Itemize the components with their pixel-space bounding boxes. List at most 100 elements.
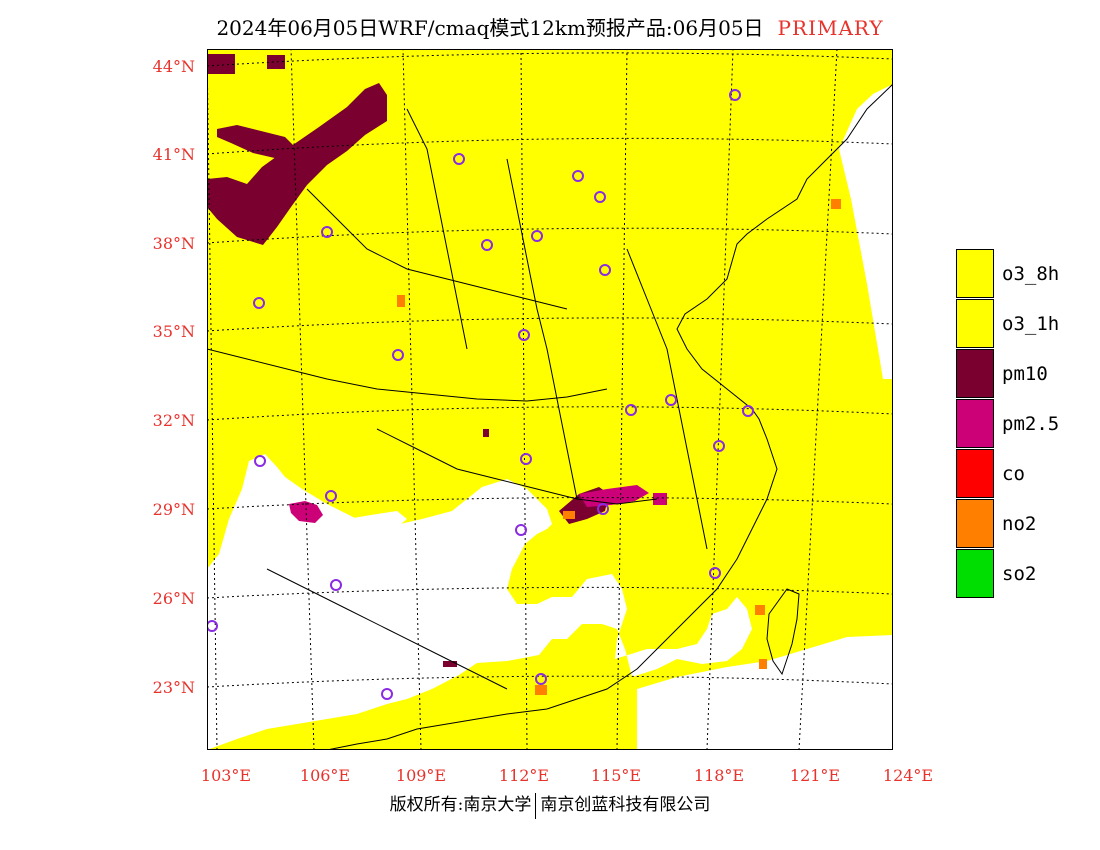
pm10-patch-northwest bbox=[207, 83, 387, 245]
station-11 bbox=[392, 349, 404, 361]
station-20 bbox=[515, 524, 527, 536]
coastline-east bbox=[326, 83, 893, 750]
lat-label-23: 23°N bbox=[152, 678, 195, 697]
clean-area-southwest bbox=[207, 511, 407, 671]
no2-dot-chongqing bbox=[563, 511, 575, 519]
station-2 bbox=[453, 153, 465, 165]
station-5 bbox=[321, 226, 333, 238]
station-markers bbox=[207, 89, 754, 700]
station-25 bbox=[381, 688, 393, 700]
no2-dot-shanghai bbox=[831, 199, 841, 209]
lon-label-118: 118°E bbox=[693, 766, 745, 785]
footer-separator bbox=[535, 792, 537, 819]
lat-label-32: 32°N bbox=[152, 411, 195, 430]
lon-line-118 bbox=[706, 49, 734, 750]
lon-line-103 bbox=[207, 49, 218, 750]
lon-line-106 bbox=[290, 49, 315, 750]
legend-label-pm10: pm10 bbox=[1002, 363, 1048, 385]
boundaries bbox=[207, 83, 893, 750]
province-line-6 bbox=[266, 568, 508, 690]
graticule bbox=[207, 49, 893, 750]
map-frame bbox=[207, 49, 893, 750]
station-10 bbox=[518, 329, 530, 341]
station-7 bbox=[531, 230, 543, 242]
lon-label-112: 112°E bbox=[498, 766, 550, 785]
station-13 bbox=[625, 404, 637, 416]
province-line-4 bbox=[506, 158, 578, 500]
lon-label-106: 106°E bbox=[299, 766, 351, 785]
pm25-layer bbox=[289, 485, 667, 523]
legend-label-o3-8h: o3_8h bbox=[1002, 263, 1060, 285]
lon-label-103: 103°E bbox=[200, 766, 252, 785]
lon-label-115: 115°E bbox=[590, 766, 642, 785]
lat-label-35: 35°N bbox=[152, 322, 195, 341]
legend-swatch-o3-1h bbox=[956, 299, 994, 348]
station-18 bbox=[325, 490, 337, 502]
lat-label-29: 29°N bbox=[152, 500, 195, 519]
station-19 bbox=[597, 503, 609, 515]
station-1 bbox=[729, 89, 741, 101]
province-line-1 bbox=[207, 348, 608, 402]
legend-swatch-o3-8h bbox=[956, 249, 994, 298]
legend-swatch-pm25 bbox=[956, 399, 994, 448]
lat-label-41: 41°N bbox=[152, 145, 195, 164]
no2-dot-guangzhou bbox=[535, 685, 547, 695]
legend-swatch-co bbox=[956, 449, 994, 498]
station-15 bbox=[713, 440, 725, 452]
station-12 bbox=[665, 394, 677, 406]
station-17 bbox=[254, 455, 266, 467]
station-8 bbox=[599, 264, 611, 276]
legend-label-so2: so2 bbox=[1002, 563, 1037, 585]
taiwan-outline bbox=[766, 588, 800, 676]
pm10-dot-1 bbox=[443, 661, 457, 667]
legend-swatch-no2 bbox=[956, 499, 994, 548]
province-line-3 bbox=[376, 428, 658, 505]
no2-dot-shanxi bbox=[397, 295, 405, 307]
lon-label-121: 121°E bbox=[789, 766, 841, 785]
no2-dot-taiwan-s bbox=[759, 659, 767, 669]
pm25-patch-sichuan bbox=[289, 501, 323, 523]
pm10-dot-2 bbox=[483, 429, 489, 437]
legend-label-pm25: pm2.5 bbox=[1002, 413, 1060, 435]
legend-swatch-pm10 bbox=[956, 349, 994, 398]
station-4 bbox=[594, 191, 606, 203]
map-title: 2024年06月05日WRF/cmaq模式12km预报产品:06月05日 PRIM… bbox=[0, 12, 1100, 41]
station-21 bbox=[330, 579, 342, 591]
clean-area-east-sea bbox=[637, 635, 893, 750]
pm10-patch-north-arm bbox=[217, 125, 297, 159]
legend-label-co: co bbox=[1002, 463, 1025, 485]
station-16 bbox=[520, 453, 532, 465]
pm10-patch-corner bbox=[207, 54, 235, 74]
legend-label-o3-1h: o3_1h bbox=[1002, 313, 1060, 335]
pm10-patch-small bbox=[267, 55, 285, 69]
station-6 bbox=[481, 239, 493, 251]
station-23 bbox=[207, 620, 218, 632]
no2-layer bbox=[397, 199, 841, 695]
primary-tag: PRIMARY bbox=[777, 16, 884, 40]
pm25-patch-small bbox=[653, 493, 667, 505]
legend-label-no2: no2 bbox=[1002, 513, 1037, 535]
province-line-5 bbox=[626, 248, 708, 550]
province-line-2 bbox=[306, 188, 568, 310]
lon-line-115 bbox=[616, 49, 628, 750]
station-14 bbox=[742, 405, 754, 417]
lon-line-109 bbox=[402, 49, 422, 750]
station-9 bbox=[253, 297, 265, 309]
lat-label-44: 44°N bbox=[152, 57, 195, 76]
forecast-map bbox=[207, 49, 893, 750]
copyright-footer: 版权所有:南京大学 南京创蓝科技有限公司 bbox=[0, 790, 1100, 819]
station-24 bbox=[535, 673, 547, 685]
station-22 bbox=[709, 567, 721, 579]
lat-label-26: 26°N bbox=[152, 589, 195, 608]
no2-dot-taiwan-n bbox=[755, 605, 765, 615]
lon-line-121 bbox=[798, 49, 838, 750]
copyright-right: 南京创蓝科技有限公司 bbox=[540, 795, 711, 815]
title-text: 2024年06月05日WRF/cmaq模式12km预报产品:06月05日 bbox=[216, 16, 764, 40]
lon-label-109: 109°E bbox=[395, 766, 447, 785]
copyright-left: 版权所有:南京大学 bbox=[389, 795, 532, 815]
clean-area-ne-sea bbox=[839, 84, 893, 379]
lon-line-112 bbox=[520, 49, 528, 750]
legend-swatch-so2 bbox=[956, 549, 994, 598]
lat-label-38: 38°N bbox=[152, 234, 195, 253]
station-3 bbox=[572, 170, 584, 182]
